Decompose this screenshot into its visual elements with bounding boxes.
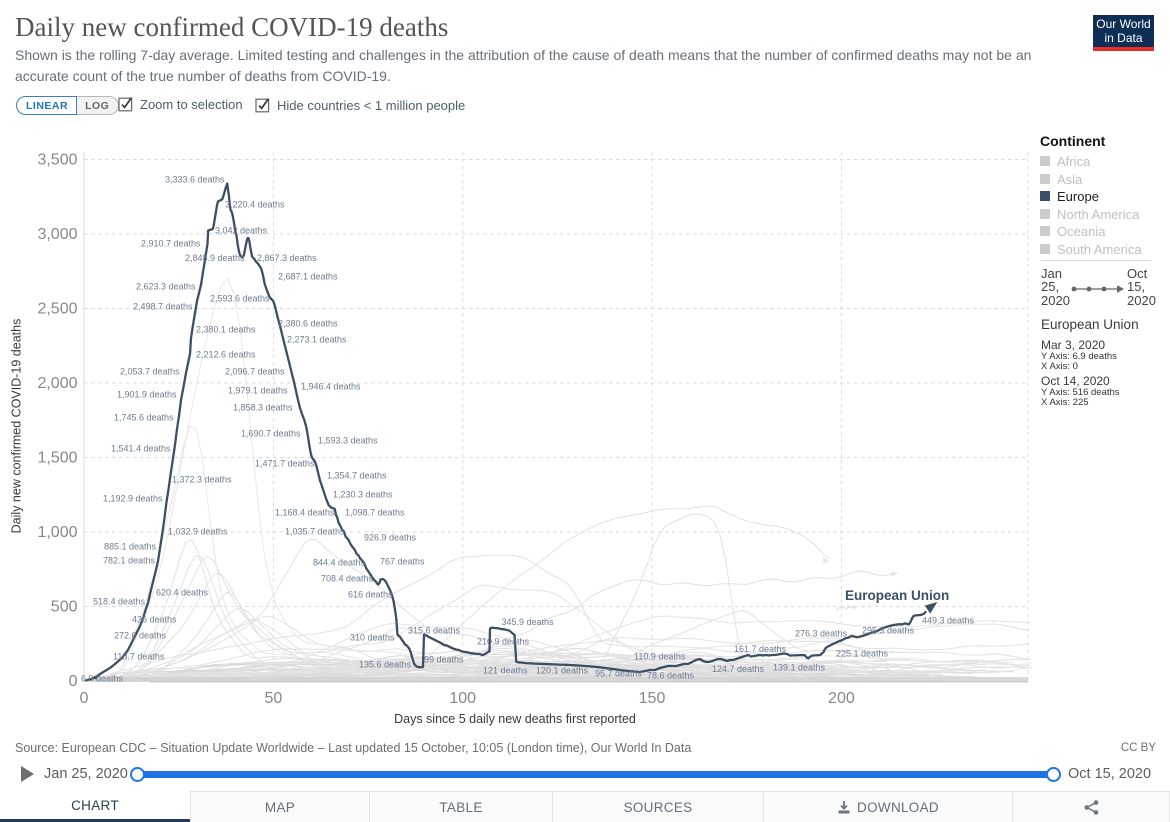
- svg-text:310 deaths: 310 deaths: [350, 632, 395, 642]
- svg-text:118.7 deaths: 118.7 deaths: [113, 651, 165, 661]
- svg-text:120.1 deaths: 120.1 deaths: [536, 665, 589, 675]
- svg-text:6.9 deaths: 6.9 deaths: [81, 673, 124, 683]
- svg-text:844.4 deaths: 844.4 deaths: [313, 557, 366, 567]
- svg-text:1,192.9 deaths: 1,192.9 deaths: [103, 493, 163, 503]
- svg-text:124.7 deaths: 124.7 deaths: [712, 664, 765, 674]
- svg-text:518.4 deaths: 518.4 deaths: [93, 596, 146, 606]
- svg-text:225.1 deaths: 225.1 deaths: [836, 648, 889, 658]
- svg-text:European Union: European Union: [845, 588, 949, 603]
- svg-text:2,623.3 deaths: 2,623.3 deaths: [136, 281, 196, 291]
- svg-text:1,901.9 deaths: 1,901.9 deaths: [117, 389, 177, 399]
- svg-text:2,500: 2,500: [37, 301, 77, 318]
- svg-text:3,220.4 deaths: 3,220.4 deaths: [225, 199, 285, 209]
- svg-text:2,867.3 deaths: 2,867.3 deaths: [257, 253, 317, 263]
- svg-text:449.3 deaths: 449.3 deaths: [922, 615, 975, 625]
- svg-text:99 deaths: 99 deaths: [424, 654, 464, 664]
- svg-text:2,910.7 deaths: 2,910.7 deaths: [141, 238, 201, 248]
- svg-text:620.4 deaths: 620.4 deaths: [156, 587, 209, 597]
- svg-text:161.7 deaths: 161.7 deaths: [734, 644, 787, 654]
- svg-text:150: 150: [639, 690, 666, 707]
- svg-text:121 deaths: 121 deaths: [483, 665, 528, 675]
- svg-text:295.3 deaths: 295.3 deaths: [862, 625, 915, 635]
- svg-text:95.7 deaths: 95.7 deaths: [595, 668, 643, 678]
- svg-text:1,035.7 deaths: 1,035.7 deaths: [285, 526, 345, 536]
- svg-text:3,333.6 deaths: 3,333.6 deaths: [165, 174, 225, 184]
- svg-text:1,946.4 deaths: 1,946.4 deaths: [301, 381, 361, 391]
- svg-text:2,380.1 deaths: 2,380.1 deaths: [196, 324, 256, 334]
- svg-text:926.9 deaths: 926.9 deaths: [364, 532, 417, 542]
- svg-text:110.9 deaths: 110.9 deaths: [634, 651, 686, 661]
- svg-text:139.1 deaths: 139.1 deaths: [773, 662, 826, 672]
- svg-text:2,096.7 deaths: 2,096.7 deaths: [225, 366, 285, 376]
- svg-text:436 deaths: 436 deaths: [132, 614, 177, 624]
- svg-text:1,354.7 deaths: 1,354.7 deaths: [327, 470, 387, 480]
- svg-text:1,745.6 deaths: 1,745.6 deaths: [114, 412, 174, 422]
- svg-text:Days since 5 daily new deaths: Days since 5 daily new deaths first repo…: [394, 712, 636, 726]
- svg-text:1,690.7 deaths: 1,690.7 deaths: [241, 428, 301, 438]
- svg-text:2,380.6 deaths: 2,380.6 deaths: [278, 318, 338, 328]
- svg-text:1,541.4 deaths: 1,541.4 deaths: [111, 443, 171, 453]
- svg-text:2,212.6 deaths: 2,212.6 deaths: [196, 349, 256, 359]
- svg-text:616 deaths: 616 deaths: [348, 589, 393, 599]
- svg-text:2,848.9 deaths: 2,848.9 deaths: [185, 253, 245, 263]
- svg-text:1,168.4 deaths: 1,168.4 deaths: [275, 507, 335, 517]
- svg-text:1,979.1 deaths: 1,979.1 deaths: [228, 385, 288, 395]
- svg-text:1,471.7 deaths: 1,471.7 deaths: [255, 458, 315, 468]
- svg-text:1,500: 1,500: [37, 450, 77, 467]
- svg-text:272.6 deaths: 272.6 deaths: [114, 630, 167, 640]
- svg-text:767 deaths: 767 deaths: [380, 556, 425, 566]
- svg-text:50: 50: [265, 690, 283, 707]
- svg-text:3,000: 3,000: [37, 226, 77, 243]
- svg-text:1,858.3 deaths: 1,858.3 deaths: [233, 402, 293, 412]
- svg-text:2,498.7 deaths: 2,498.7 deaths: [133, 301, 193, 311]
- svg-text:2,053.7 deaths: 2,053.7 deaths: [120, 366, 180, 376]
- svg-text:782.1 deaths: 782.1 deaths: [103, 555, 156, 565]
- svg-text:135.6 deaths: 135.6 deaths: [359, 659, 412, 669]
- svg-text:1,000: 1,000: [37, 524, 77, 541]
- svg-text:1,230.3 deaths: 1,230.3 deaths: [333, 489, 393, 499]
- svg-text:885.1 deaths: 885.1 deaths: [104, 541, 157, 551]
- svg-text:0: 0: [69, 673, 78, 690]
- svg-text:1,032.9 deaths: 1,032.9 deaths: [168, 526, 228, 536]
- svg-text:100: 100: [449, 690, 476, 707]
- svg-text:Daily new confirmed COVID-19 d: Daily new confirmed COVID-19 deaths: [10, 319, 24, 534]
- svg-text:3,042 deaths: 3,042 deaths: [215, 225, 268, 235]
- svg-text:345.9 deaths: 345.9 deaths: [502, 617, 555, 627]
- svg-text:210.9 deaths: 210.9 deaths: [477, 636, 530, 646]
- svg-text:1,098.7 deaths: 1,098.7 deaths: [345, 507, 405, 517]
- svg-text:78.6 deaths: 78.6 deaths: [647, 670, 695, 680]
- svg-text:276.3 deaths: 276.3 deaths: [795, 628, 848, 638]
- svg-text:500: 500: [51, 599, 78, 616]
- svg-text:2,273.1 deaths: 2,273.1 deaths: [287, 334, 347, 344]
- svg-text:3,500: 3,500: [37, 152, 77, 169]
- svg-text:2,687.1 deaths: 2,687.1 deaths: [278, 271, 338, 281]
- svg-text:2,593.6 deaths: 2,593.6 deaths: [210, 293, 270, 303]
- svg-text:2,000: 2,000: [37, 375, 77, 392]
- svg-text:1,593.3 deaths: 1,593.3 deaths: [318, 435, 378, 445]
- svg-text:708.4 deaths: 708.4 deaths: [321, 573, 374, 583]
- svg-text:200: 200: [828, 690, 855, 707]
- svg-text:1,372.3 deaths: 1,372.3 deaths: [172, 474, 232, 484]
- svg-text:0: 0: [80, 690, 89, 707]
- svg-text:315.6 deaths: 315.6 deaths: [408, 625, 461, 635]
